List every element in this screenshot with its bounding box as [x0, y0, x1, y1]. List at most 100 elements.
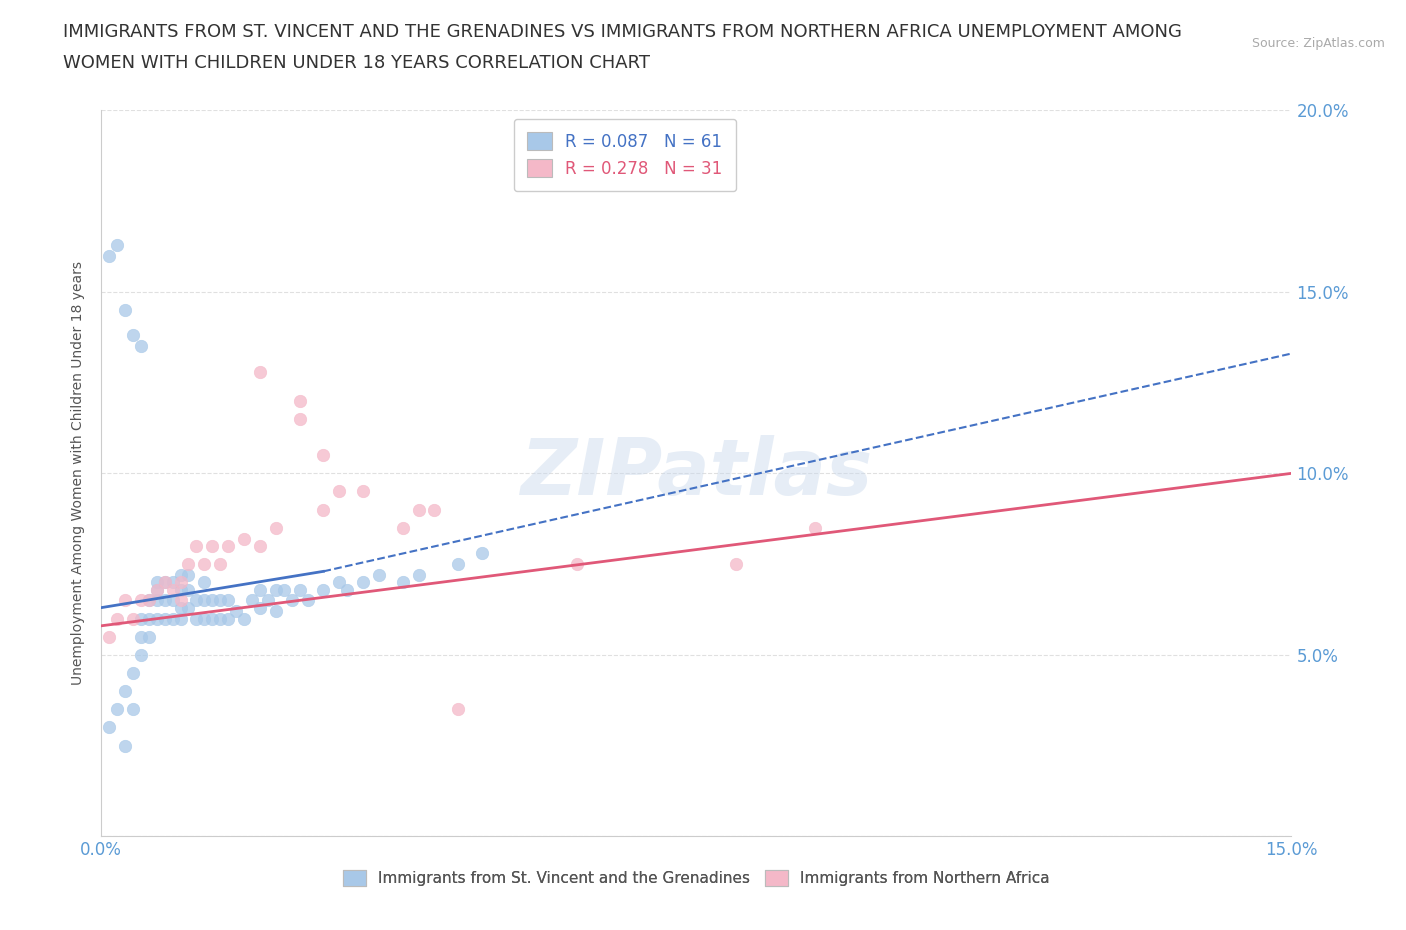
Point	[209, 611, 232, 626]
Point	[162, 575, 184, 590]
Point	[312, 502, 335, 517]
Text: WOMEN WITH CHILDREN UNDER 18 YEARS CORRELATION CHART: WOMEN WITH CHILDREN UNDER 18 YEARS CORRE…	[63, 54, 650, 72]
Point	[724, 557, 747, 572]
Point	[288, 393, 311, 408]
Point	[98, 630, 121, 644]
Point	[447, 557, 470, 572]
Point	[288, 582, 311, 597]
Point	[122, 666, 145, 681]
Point	[209, 557, 232, 572]
Point	[169, 567, 191, 582]
Point	[114, 593, 136, 608]
Point	[105, 702, 128, 717]
Point	[280, 593, 302, 608]
Point	[201, 538, 224, 553]
Point	[312, 582, 335, 597]
Point	[249, 538, 271, 553]
Point	[186, 538, 208, 553]
Point	[98, 720, 121, 735]
Point	[138, 593, 160, 608]
Point	[193, 593, 215, 608]
Point	[217, 611, 239, 626]
Point	[114, 684, 136, 698]
Point	[169, 611, 191, 626]
Point	[186, 593, 208, 608]
Point	[391, 575, 413, 590]
Point	[145, 611, 167, 626]
Point	[114, 738, 136, 753]
Point	[169, 593, 191, 608]
Point	[368, 567, 391, 582]
Point	[288, 411, 311, 426]
Point	[201, 611, 224, 626]
Point	[423, 502, 446, 517]
Point	[273, 582, 295, 597]
Point	[153, 593, 176, 608]
Text: IMMIGRANTS FROM ST. VINCENT AND THE GRENADINES VS IMMIGRANTS FROM NORTHERN AFRIC: IMMIGRANTS FROM ST. VINCENT AND THE GREN…	[63, 23, 1182, 41]
Point	[105, 237, 128, 252]
Point	[233, 611, 256, 626]
Point	[105, 611, 128, 626]
Y-axis label: Unemployment Among Women with Children Under 18 years: Unemployment Among Women with Children U…	[72, 261, 86, 685]
Point	[122, 702, 145, 717]
Point	[177, 600, 200, 615]
Point	[264, 521, 287, 536]
Point	[193, 611, 215, 626]
Point	[804, 521, 827, 536]
Point	[169, 582, 191, 597]
Point	[145, 582, 167, 597]
Point	[249, 365, 271, 379]
Point	[408, 567, 430, 582]
Point	[312, 447, 335, 462]
Point	[129, 593, 152, 608]
Point	[391, 521, 413, 536]
Point	[162, 611, 184, 626]
Point	[162, 593, 184, 608]
Point	[177, 557, 200, 572]
Point	[193, 557, 215, 572]
Point	[169, 575, 191, 590]
Point	[217, 538, 239, 553]
Point	[169, 600, 191, 615]
Point	[233, 531, 256, 546]
Point	[186, 611, 208, 626]
Point	[177, 567, 200, 582]
Point	[153, 611, 176, 626]
Point	[138, 593, 160, 608]
Point	[209, 593, 232, 608]
Point	[249, 582, 271, 597]
Point	[264, 604, 287, 618]
Point	[336, 582, 359, 597]
Point	[129, 339, 152, 353]
Point	[98, 248, 121, 263]
Point	[352, 575, 374, 590]
Point	[297, 593, 319, 608]
Point	[153, 575, 176, 590]
Point	[249, 600, 271, 615]
Point	[138, 611, 160, 626]
Point	[129, 647, 152, 662]
Point	[240, 593, 263, 608]
Point	[567, 557, 589, 572]
Point	[122, 328, 145, 343]
Point	[328, 484, 350, 498]
Point	[129, 630, 152, 644]
Point	[471, 546, 494, 561]
Legend: Immigrants from St. Vincent and the Grenadines, Immigrants from Northern Africa: Immigrants from St. Vincent and the Gren…	[335, 863, 1057, 894]
Point	[328, 575, 350, 590]
Point	[447, 702, 470, 717]
Point	[352, 484, 374, 498]
Point	[193, 575, 215, 590]
Point	[225, 604, 247, 618]
Point	[408, 502, 430, 517]
Text: Source: ZipAtlas.com: Source: ZipAtlas.com	[1251, 37, 1385, 50]
Point	[145, 582, 167, 597]
Point	[257, 593, 280, 608]
Point	[145, 593, 167, 608]
Point	[138, 630, 160, 644]
Point	[145, 575, 167, 590]
Point	[217, 593, 239, 608]
Point	[162, 582, 184, 597]
Point	[201, 593, 224, 608]
Point	[122, 611, 145, 626]
